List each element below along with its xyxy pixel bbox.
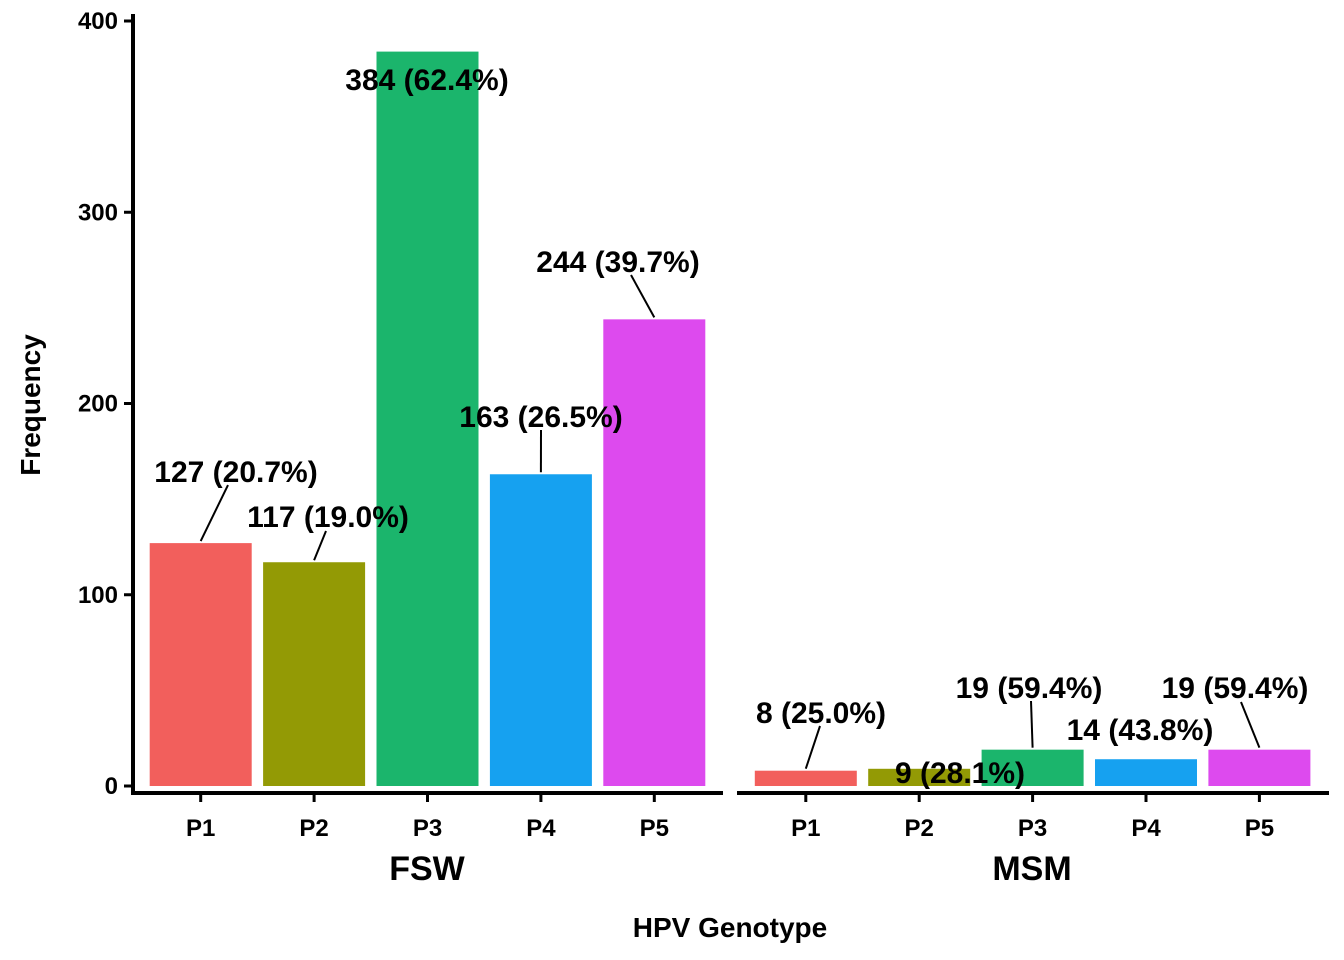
x-tick-label: P3 — [1018, 815, 1047, 842]
facet-label: FSW — [389, 850, 465, 888]
x-tick-label: P1 — [791, 815, 820, 842]
x-tick-label: P2 — [905, 815, 934, 842]
bar-fsw-p1 — [149, 543, 252, 786]
bar-msm-p3 — [981, 749, 1084, 786]
bar-fsw-p5 — [603, 319, 706, 786]
x-tick-label: P3 — [413, 815, 442, 842]
bar-msm-p4 — [1095, 759, 1197, 786]
bar-fsw-p3 — [376, 51, 479, 787]
facet-msm: P1 P2 P3 P4 P5 MSM 8 (25.0%) 9 (28.1%) 19 (59.4%… — [737, 672, 1329, 888]
data-label: 19 (59.4%) — [956, 672, 1103, 705]
y-axis-title: Frequency — [15, 334, 46, 476]
y-tick-label: 200 — [78, 391, 118, 418]
data-label: 8 (25.0%) — [756, 697, 886, 730]
y-tick-label: 300 — [78, 199, 118, 226]
label-leader-line — [1030, 700, 1034, 748]
x-tick-label: P4 — [1131, 815, 1161, 842]
label-leader-line — [630, 274, 656, 318]
label-leader-line — [1240, 701, 1261, 749]
label-leader-line — [199, 484, 229, 542]
y-tick-label: 100 — [78, 582, 118, 609]
data-label: 117 (19.0%) — [247, 501, 409, 534]
x-axis-title: HPV Genotype — [633, 912, 827, 943]
data-label: 9 (28.1%) — [895, 757, 1025, 790]
bar-fsw-p2 — [263, 562, 366, 786]
y-tick-label: 0 — [105, 773, 118, 800]
x-tick-label: P1 — [186, 815, 215, 842]
data-label: 19 (59.4%) — [1162, 672, 1309, 705]
facet-fsw: P1 P2 P3 P4 P5 FSW 127 (20.7%) 117 (19.0%) 384 (… — [133, 51, 723, 888]
x-tick-label: P5 — [640, 815, 669, 842]
facet-label: MSM — [992, 850, 1071, 888]
bar-fsw-p4 — [489, 474, 592, 786]
bar-msm-p2 — [868, 768, 971, 786]
label-leader-line — [313, 530, 327, 561]
x-tick-label: P4 — [526, 815, 556, 842]
data-label: 384 (62.4%) — [345, 64, 508, 97]
x-tick-label: P5 — [1245, 815, 1274, 842]
label-leader-line — [804, 725, 821, 770]
x-tick-label: P2 — [299, 815, 328, 842]
facet-panels: P1 P2 P3 P4 P5 FSW 127 (20.7%) 117 (19.0%) 384 (… — [133, 51, 1329, 888]
bar-msm-p1 — [754, 770, 857, 786]
data-label: 244 (39.7%) — [536, 246, 699, 279]
y-axis: 0 100 200 300 400 — [78, 8, 135, 800]
bar-msm-p5 — [1208, 749, 1311, 786]
y-tick-label: 400 — [78, 8, 118, 35]
data-label: 163 (26.5%) — [459, 401, 622, 434]
data-label: 14 (43.8%) — [1067, 714, 1214, 747]
data-label: 127 (20.7%) — [154, 456, 317, 489]
